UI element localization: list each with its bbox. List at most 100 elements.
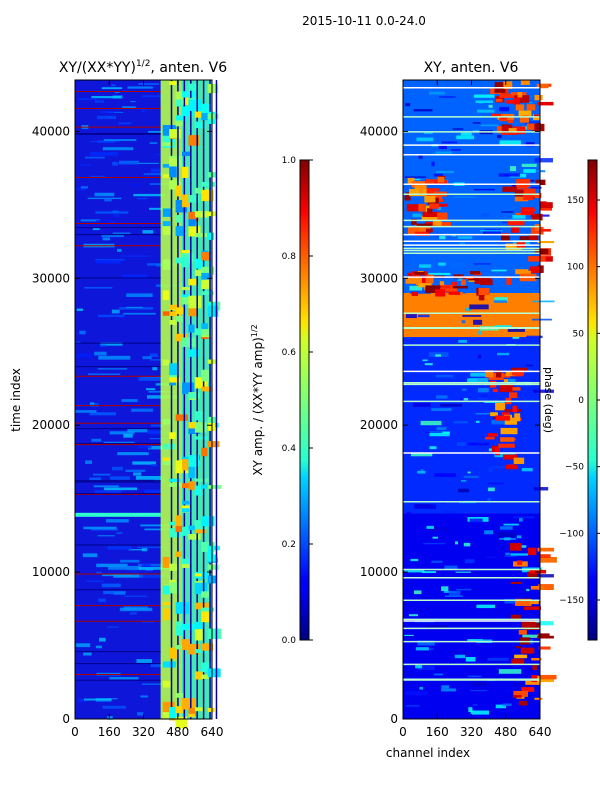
phase-hot-cell	[501, 131, 517, 135]
amp-noise-cell	[91, 438, 102, 442]
amp-band-cell	[175, 626, 184, 636]
amp-band-cell	[201, 266, 215, 275]
phase-noise-cell	[451, 377, 456, 380]
phase-hot-cell	[523, 606, 541, 610]
amp-band-cell	[175, 185, 182, 197]
phase-noise-cell	[431, 408, 452, 411]
amp-noise-cell	[137, 712, 144, 716]
phase-y-tick-label: 10000	[360, 565, 398, 579]
phase-hot-cell	[509, 392, 518, 399]
amp-band-cell	[175, 515, 183, 527]
phase-noise-cell	[429, 91, 445, 95]
phase-noise-cell	[404, 176, 426, 178]
amp-noise-cell	[106, 519, 129, 523]
amp-band-cell	[194, 582, 208, 594]
phase-noise-cell	[497, 352, 510, 356]
amp-band-cell	[182, 563, 190, 569]
phase-hot-cell	[461, 279, 466, 286]
phase-x-tick-label: 480	[494, 725, 517, 739]
phase-hot-cell	[537, 265, 544, 273]
amp-active-band	[160, 80, 222, 729]
phase-noise-cell	[470, 690, 488, 692]
amp-band-cell	[162, 608, 171, 621]
amp-y-tick-label: 0	[62, 712, 70, 726]
amp-noise-cell	[102, 573, 133, 577]
amp-band-cell	[194, 649, 208, 654]
amp-noise-cell	[98, 598, 106, 603]
amp-band-cell	[182, 623, 196, 631]
amp-band-cell	[162, 290, 170, 300]
amp-band-cell	[182, 194, 190, 208]
phase-noise-cell	[458, 277, 463, 281]
phase-y-tick-label: 0	[390, 712, 398, 726]
amp-noise-cell	[139, 574, 171, 578]
phase-heatmap	[402, 79, 557, 720]
amp-noise-cell	[143, 173, 171, 176]
phase-hot-cell	[414, 231, 430, 236]
amp-band-cell	[201, 607, 215, 612]
amp-noise-cell	[138, 83, 159, 85]
colorbar-tick-label: 1.0	[282, 156, 297, 166]
phase-noise-cell	[438, 144, 447, 150]
phase-hot-cell	[514, 189, 525, 197]
phase-noise-cell	[460, 132, 472, 136]
amp-noise-cell	[149, 353, 158, 357]
amp-band-cell	[194, 478, 209, 482]
phase-hot-cell	[479, 279, 493, 286]
amp-low-channel-region	[75, 80, 162, 719]
amp-band-cell	[175, 91, 185, 100]
phase-hot-cell	[435, 289, 446, 297]
phase-noise-cell	[521, 163, 537, 167]
amp-noise-cell	[96, 219, 113, 222]
amp-band-cell	[207, 232, 215, 240]
amp-band-cell	[188, 219, 196, 227]
amp-noise-cell	[102, 705, 126, 709]
amp-noise-cell	[135, 475, 162, 480]
amp-noise-cell	[95, 258, 125, 261]
phase-hot-cell	[522, 193, 534, 201]
phase-noise-cell	[445, 511, 455, 513]
colorbar-tick-label: 0.8	[282, 252, 297, 262]
amp-band-cell	[201, 103, 211, 114]
phase-hot-cell	[490, 113, 504, 118]
amp-band-cell	[201, 112, 214, 121]
amp-channel-gap	[183, 80, 186, 719]
phase-noise-cell	[499, 140, 521, 145]
phase-hot-cell	[518, 629, 527, 635]
phase-hot-cell	[536, 83, 549, 89]
phase-hot-cell	[437, 212, 448, 221]
amp-band-cell	[169, 311, 182, 317]
phase-noise-cell	[453, 421, 468, 424]
amp-band-cell	[162, 457, 172, 466]
amp-noise-cell	[101, 233, 124, 238]
phase-noise-cell	[404, 634, 414, 637]
phase-noise-cell	[522, 634, 545, 638]
amp-band-cell	[188, 278, 198, 286]
phase-hot-cell	[423, 188, 437, 194]
amp-band-cell	[201, 674, 213, 679]
amp-band-cell	[201, 386, 213, 392]
phase-noise-cell	[439, 235, 446, 240]
phase-hot-cell	[539, 554, 551, 558]
phase-noise-cell	[416, 137, 434, 142]
phase-hot-cell	[514, 95, 530, 103]
amp-noise-cell	[96, 563, 128, 568]
phase-noise-cell	[488, 468, 493, 473]
phase-hot-cell	[515, 183, 528, 189]
amp-band-cell	[169, 478, 181, 482]
amp-band-cell	[194, 411, 205, 421]
phase-noise-cell	[510, 166, 517, 172]
amp-noise-cell	[98, 355, 131, 360]
phase-noise-cell	[498, 106, 510, 112]
amp-noise-cell	[97, 368, 128, 370]
amp-noise-cell	[137, 198, 148, 200]
phase-x-tick-label: 640	[529, 725, 552, 739]
amp-noise-cell	[125, 469, 146, 473]
amp-noise-cell	[111, 309, 120, 314]
phase-hot-cell	[514, 413, 521, 422]
amp-noise-cell	[92, 473, 111, 476]
amp-band-cell	[182, 250, 190, 254]
amp-channel-gap	[215, 80, 218, 719]
phase-hot-cell	[503, 81, 513, 89]
phase-noise-cell	[459, 241, 466, 246]
